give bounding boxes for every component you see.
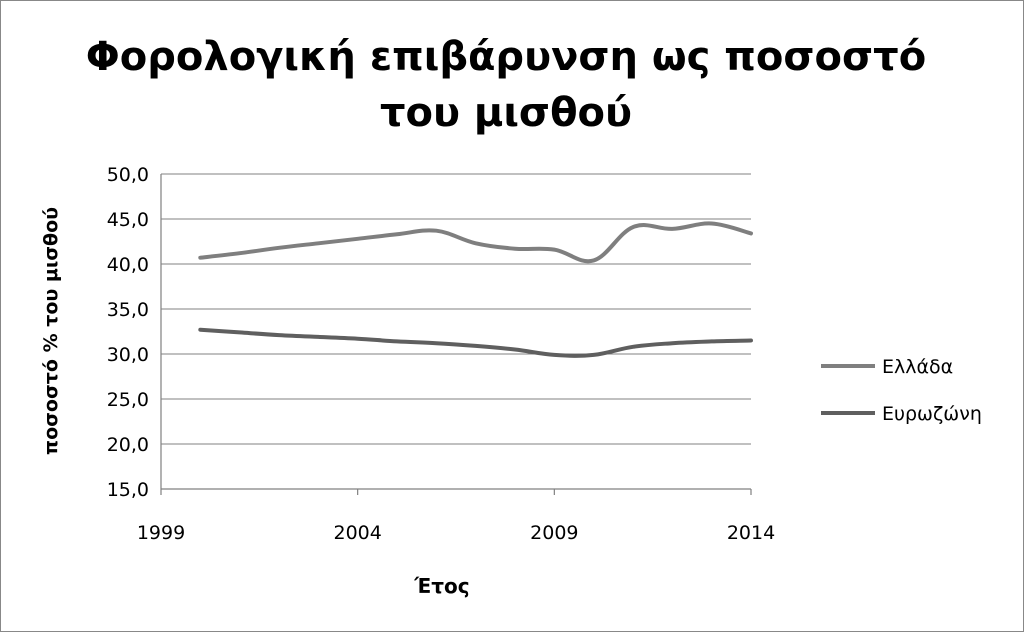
gridlines xyxy=(161,173,751,445)
y-tick-label: 35,0 xyxy=(107,299,149,321)
legend-label-1: Ελλάδα xyxy=(882,356,953,378)
chart-title-line-1: Φορολογική επιβάρυνση ως ποσοστό xyxy=(85,34,927,80)
x-tick-label: 2004 xyxy=(333,522,381,544)
y-tick-label: 30,0 xyxy=(107,344,149,366)
y-tick-label: 45,0 xyxy=(107,209,149,231)
x-tick-label: 1999 xyxy=(137,522,185,544)
tick-labels: 50,0 45,0 40,0 35,0 30,0 25,0 20,0 15,0 1999 2004… xyxy=(107,164,775,544)
y-tick-label: 25,0 xyxy=(107,389,149,411)
legend: Ελλάδα Ευρωζώνη xyxy=(821,356,982,425)
x-tick-label: 2009 xyxy=(530,522,578,544)
chart-title: Φορολογική επιβάρυνση ως ποσοστό του μισ… xyxy=(1,29,1011,141)
legend-label-2: Ευρωζώνη xyxy=(882,403,982,425)
axes xyxy=(160,174,752,495)
y-tick-label: 40,0 xyxy=(107,254,149,276)
y-axis-label: ποσοστό % του μισθού xyxy=(40,207,62,455)
y-tick-label: 20,0 xyxy=(107,434,149,456)
x-axis-label: Έτος xyxy=(413,574,469,598)
chart-title-line-2: του μισθού xyxy=(379,90,633,136)
series-line-1 xyxy=(198,221,753,264)
y-tick-label: 15,0 xyxy=(107,479,149,501)
series-line-2 xyxy=(198,327,753,358)
y-tick-label: 50,0 xyxy=(107,164,149,186)
x-tick-label: 2014 xyxy=(727,522,775,544)
series-lines xyxy=(198,221,753,358)
